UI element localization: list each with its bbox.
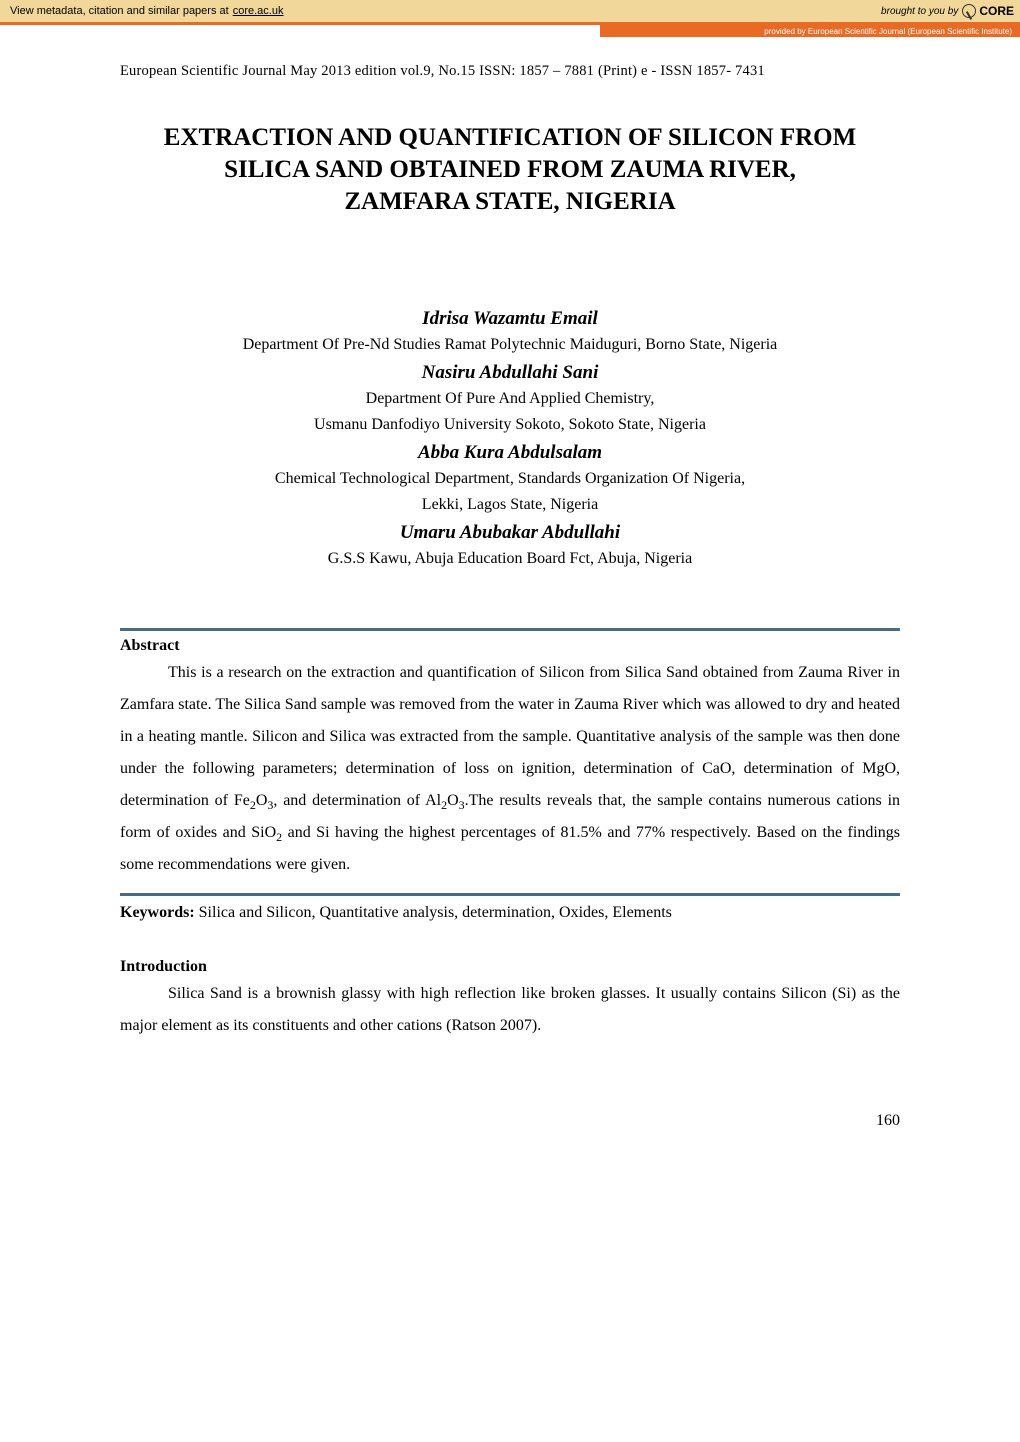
- keywords-text: Silica and Silicon, Quantitative analysi…: [199, 904, 672, 921]
- author-affiliation: Usmanu Danfodiyo University Sokoto, Soko…: [120, 416, 900, 434]
- author-name: Umaru Abubakar Abdullahi: [120, 522, 900, 544]
- title-line-3: ZAMFARA STATE, NIGERIA: [344, 188, 675, 215]
- provided-by-text: provided by European Scientific Journal …: [764, 27, 1012, 36]
- core-metadata-banner: View metadata, citation and similar pape…: [0, 0, 1020, 22]
- authors-block: Idrisa Wazamtu Email Department Of Pre-N…: [120, 308, 900, 568]
- introduction-body: Silica Sand is a brownish glassy with hi…: [120, 978, 900, 1042]
- banner-prefix-text: View metadata, citation and similar pape…: [10, 5, 229, 17]
- title-line-1: EXTRACTION AND QUANTIFICATION OF SILICON…: [164, 124, 856, 151]
- page-number: 160: [120, 1112, 900, 1130]
- abstract-heading: Abstract: [120, 637, 900, 655]
- provided-by-strip: provided by European Scientific Journal …: [600, 25, 1020, 37]
- core-logo-icon: [962, 4, 976, 18]
- author-affiliation: Chemical Technological Department, Stand…: [120, 470, 900, 488]
- core-badge[interactable]: CORE: [962, 4, 1014, 18]
- author-affiliation: Lekki, Lagos State, Nigeria: [120, 496, 900, 514]
- author-affiliation: G.S.S Kawu, Abuja Education Board Fct, A…: [120, 550, 900, 568]
- keywords-label: Keywords:: [120, 904, 199, 921]
- title-line-2: SILICA SAND OBTAINED FROM ZAUMA RIVER,: [224, 156, 796, 183]
- paper-content: European Scientific Journal May 2013 edi…: [0, 63, 1020, 1190]
- introduction-heading: Introduction: [120, 958, 900, 976]
- brought-by-text: brought to you by: [881, 6, 958, 17]
- author-affiliation: Department Of Pure And Applied Chemistry…: [120, 390, 900, 408]
- author-name: Abba Kura Abdulsalam: [120, 442, 900, 464]
- banner-right: brought to you by CORE: [881, 4, 1014, 18]
- banner-left: View metadata, citation and similar pape…: [10, 5, 283, 17]
- author-name: Nasiru Abdullahi Sani: [120, 362, 900, 384]
- abstract-top-rule: [120, 628, 900, 631]
- keywords-line: Keywords: Silica and Silicon, Quantitati…: [120, 904, 900, 922]
- core-link[interactable]: core.ac.uk: [233, 5, 284, 17]
- abstract-body: This is a research on the extraction and…: [120, 657, 900, 881]
- author-name: Idrisa Wazamtu Email: [120, 308, 900, 330]
- author-affiliation: Department Of Pre-Nd Studies Ramat Polyt…: [120, 336, 900, 354]
- core-label: CORE: [979, 4, 1014, 18]
- keywords-top-rule: [120, 893, 900, 896]
- paper-title: EXTRACTION AND QUANTIFICATION OF SILICON…: [120, 122, 900, 218]
- journal-header: European Scientific Journal May 2013 edi…: [120, 63, 900, 80]
